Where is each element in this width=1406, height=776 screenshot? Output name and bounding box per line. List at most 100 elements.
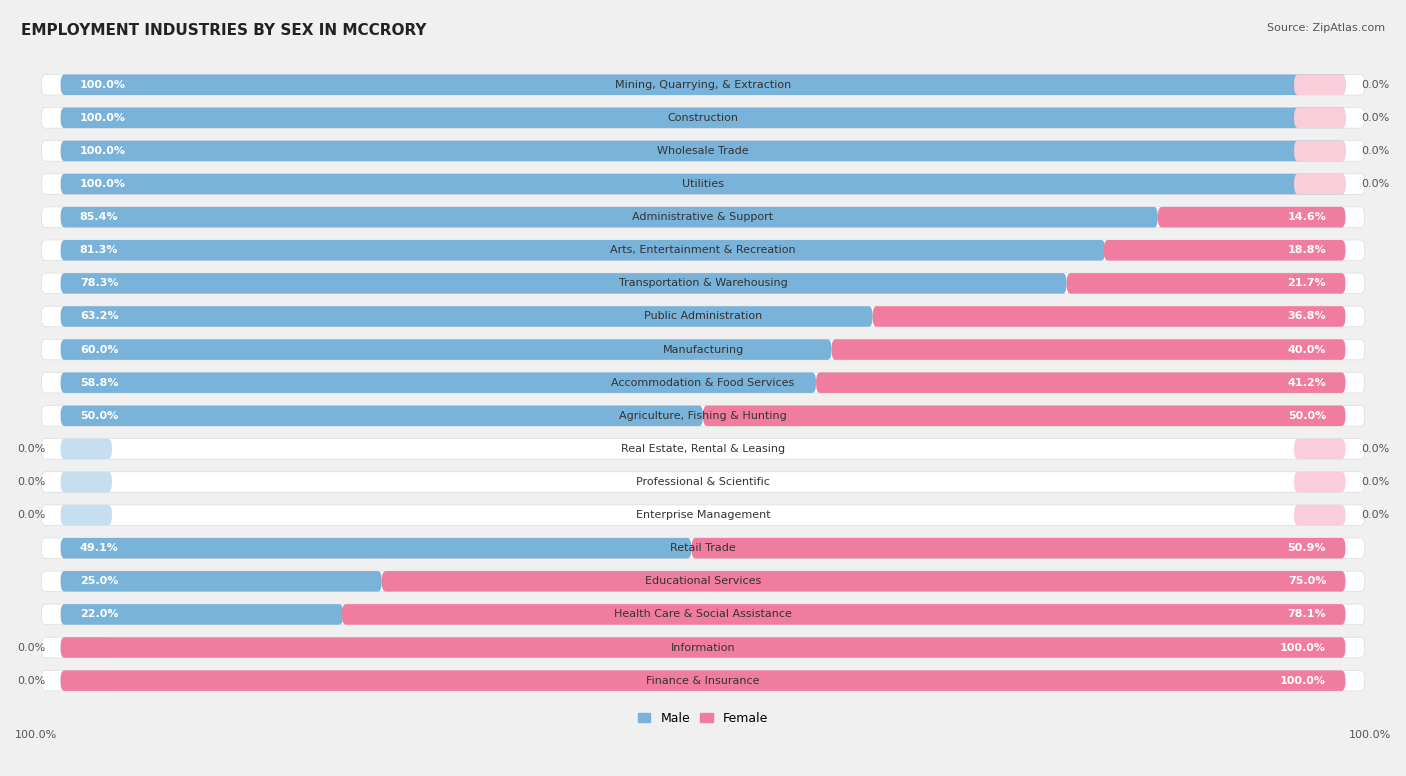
Text: 100.0%: 100.0% xyxy=(80,146,127,156)
Text: 0.0%: 0.0% xyxy=(1361,146,1389,156)
Text: 0.0%: 0.0% xyxy=(1361,477,1389,487)
FancyBboxPatch shape xyxy=(41,108,1365,128)
FancyBboxPatch shape xyxy=(1294,74,1346,95)
Text: Professional & Scientific: Professional & Scientific xyxy=(636,477,770,487)
Text: Agriculture, Fishing & Hunting: Agriculture, Fishing & Hunting xyxy=(619,411,787,421)
Text: 36.8%: 36.8% xyxy=(1288,311,1326,321)
Text: 50.0%: 50.0% xyxy=(80,411,118,421)
Text: 100.0%: 100.0% xyxy=(1348,729,1391,740)
Text: 100.0%: 100.0% xyxy=(15,729,58,740)
FancyBboxPatch shape xyxy=(41,339,1365,360)
Text: 22.0%: 22.0% xyxy=(80,609,118,619)
Text: 58.8%: 58.8% xyxy=(80,378,118,388)
FancyBboxPatch shape xyxy=(41,174,1365,194)
Text: Information: Information xyxy=(671,643,735,653)
Text: 0.0%: 0.0% xyxy=(17,477,45,487)
Text: 50.9%: 50.9% xyxy=(1288,543,1326,553)
Text: 0.0%: 0.0% xyxy=(1361,80,1389,90)
FancyBboxPatch shape xyxy=(1294,108,1346,128)
FancyBboxPatch shape xyxy=(1294,140,1346,161)
FancyBboxPatch shape xyxy=(60,339,831,360)
Text: 85.4%: 85.4% xyxy=(80,212,118,222)
FancyBboxPatch shape xyxy=(815,372,1346,393)
FancyBboxPatch shape xyxy=(1067,273,1346,293)
FancyBboxPatch shape xyxy=(831,339,1346,360)
Text: 25.0%: 25.0% xyxy=(80,577,118,587)
Text: 81.3%: 81.3% xyxy=(80,245,118,255)
FancyBboxPatch shape xyxy=(60,637,112,658)
Text: 75.0%: 75.0% xyxy=(1288,577,1326,587)
Text: 0.0%: 0.0% xyxy=(17,643,45,653)
Text: 100.0%: 100.0% xyxy=(80,113,127,123)
Text: Educational Services: Educational Services xyxy=(645,577,761,587)
Text: Utilities: Utilities xyxy=(682,179,724,189)
Text: 0.0%: 0.0% xyxy=(17,444,45,454)
Text: Accommodation & Food Services: Accommodation & Food Services xyxy=(612,378,794,388)
FancyBboxPatch shape xyxy=(60,207,1159,227)
FancyBboxPatch shape xyxy=(60,438,112,459)
FancyBboxPatch shape xyxy=(1104,240,1346,261)
Text: 100.0%: 100.0% xyxy=(1279,643,1326,653)
FancyBboxPatch shape xyxy=(60,74,1346,95)
Text: 40.0%: 40.0% xyxy=(1288,345,1326,355)
FancyBboxPatch shape xyxy=(1294,505,1346,525)
FancyBboxPatch shape xyxy=(60,472,112,492)
Text: 60.0%: 60.0% xyxy=(80,345,118,355)
FancyBboxPatch shape xyxy=(692,538,1346,559)
FancyBboxPatch shape xyxy=(41,472,1365,492)
FancyBboxPatch shape xyxy=(60,538,692,559)
Text: Wholesale Trade: Wholesale Trade xyxy=(657,146,749,156)
FancyBboxPatch shape xyxy=(60,140,1346,161)
Text: 100.0%: 100.0% xyxy=(1279,676,1326,686)
FancyBboxPatch shape xyxy=(60,372,815,393)
Legend: Male, Female: Male, Female xyxy=(633,707,773,729)
FancyBboxPatch shape xyxy=(1294,472,1346,492)
FancyBboxPatch shape xyxy=(41,406,1365,426)
FancyBboxPatch shape xyxy=(41,140,1365,161)
Text: 0.0%: 0.0% xyxy=(1361,510,1389,520)
FancyBboxPatch shape xyxy=(60,670,112,691)
FancyBboxPatch shape xyxy=(60,505,112,525)
FancyBboxPatch shape xyxy=(1294,174,1346,194)
FancyBboxPatch shape xyxy=(60,670,1346,691)
Text: Mining, Quarrying, & Extraction: Mining, Quarrying, & Extraction xyxy=(614,80,792,90)
Text: 100.0%: 100.0% xyxy=(80,80,127,90)
FancyBboxPatch shape xyxy=(1294,438,1346,459)
Text: Public Administration: Public Administration xyxy=(644,311,762,321)
Text: 78.3%: 78.3% xyxy=(80,279,118,289)
Text: Source: ZipAtlas.com: Source: ZipAtlas.com xyxy=(1267,23,1385,33)
Text: 0.0%: 0.0% xyxy=(1361,179,1389,189)
Text: 49.1%: 49.1% xyxy=(80,543,118,553)
FancyBboxPatch shape xyxy=(342,605,1346,625)
FancyBboxPatch shape xyxy=(41,505,1365,525)
FancyBboxPatch shape xyxy=(41,571,1365,591)
Text: 78.1%: 78.1% xyxy=(1288,609,1326,619)
Text: Arts, Entertainment & Recreation: Arts, Entertainment & Recreation xyxy=(610,245,796,255)
Text: Transportation & Warehousing: Transportation & Warehousing xyxy=(619,279,787,289)
Text: EMPLOYMENT INDUSTRIES BY SEX IN MCCRORY: EMPLOYMENT INDUSTRIES BY SEX IN MCCRORY xyxy=(21,23,426,38)
Text: 21.7%: 21.7% xyxy=(1288,279,1326,289)
Text: Finance & Insurance: Finance & Insurance xyxy=(647,676,759,686)
Text: Administrative & Support: Administrative & Support xyxy=(633,212,773,222)
FancyBboxPatch shape xyxy=(60,406,703,426)
Text: 50.0%: 50.0% xyxy=(1288,411,1326,421)
Text: Construction: Construction xyxy=(668,113,738,123)
Text: 41.2%: 41.2% xyxy=(1288,378,1326,388)
FancyBboxPatch shape xyxy=(41,273,1365,293)
Text: 0.0%: 0.0% xyxy=(17,510,45,520)
FancyBboxPatch shape xyxy=(41,240,1365,261)
FancyBboxPatch shape xyxy=(382,571,1346,591)
FancyBboxPatch shape xyxy=(60,174,1346,194)
FancyBboxPatch shape xyxy=(60,108,1346,128)
Text: 0.0%: 0.0% xyxy=(1361,444,1389,454)
Text: 14.6%: 14.6% xyxy=(1288,212,1326,222)
FancyBboxPatch shape xyxy=(873,307,1346,327)
FancyBboxPatch shape xyxy=(60,571,382,591)
FancyBboxPatch shape xyxy=(60,240,1105,261)
Text: 18.8%: 18.8% xyxy=(1288,245,1326,255)
FancyBboxPatch shape xyxy=(703,406,1346,426)
FancyBboxPatch shape xyxy=(41,307,1365,327)
Text: 0.0%: 0.0% xyxy=(1361,113,1389,123)
Text: Real Estate, Rental & Leasing: Real Estate, Rental & Leasing xyxy=(621,444,785,454)
FancyBboxPatch shape xyxy=(1159,207,1346,227)
